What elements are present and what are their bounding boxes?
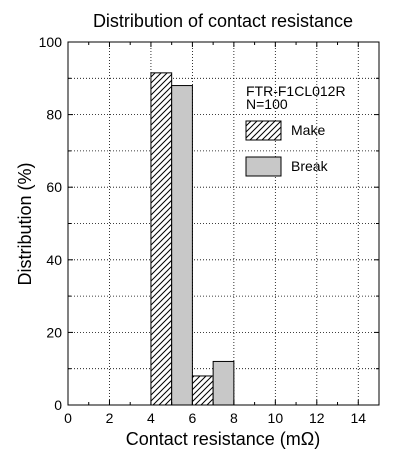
- y-tick-label: 100: [39, 34, 63, 50]
- x-tick-label: 14: [350, 410, 366, 426]
- bar-break: [212, 360, 235, 406]
- bars: [150, 72, 235, 406]
- bar-break: [171, 85, 193, 406]
- x-tick-label: 2: [106, 410, 114, 426]
- x-tick-label: 8: [230, 410, 238, 426]
- bar-make: [191, 375, 214, 406]
- plot-frame: [67, 41, 380, 406]
- y-tick-label: 40: [46, 252, 62, 268]
- x-tick-label: 0: [64, 410, 72, 426]
- y-axis-label: Distribution (%): [15, 162, 35, 285]
- legend: Make Break: [245, 120, 329, 177]
- x-tick-label: 12: [309, 410, 325, 426]
- legend-swatch-break: [245, 156, 282, 177]
- axis-ticks: 0 2 4 6 8 10 12 14 0 20 40 60 80 100: [39, 34, 379, 426]
- y-tick-label: 20: [46, 324, 62, 340]
- x-axis-label: Contact resistance (mΩ): [126, 429, 321, 449]
- x-tick-label: 6: [189, 410, 197, 426]
- annotation: FTR-F1CL012R N=100: [246, 83, 346, 112]
- legend-swatch-make: [245, 120, 282, 141]
- annotation-model: FTR-F1CL012R: [246, 83, 346, 99]
- legend-label-break: Break: [291, 158, 329, 174]
- x-tick-label: 10: [268, 410, 284, 426]
- annotation-sample-size: N=100: [246, 96, 288, 112]
- y-tick-label: 0: [54, 397, 62, 413]
- chart-title: Distribution of contact resistance: [93, 11, 353, 31]
- y-tick-label: 60: [46, 179, 62, 195]
- legend-label-make: Make: [291, 122, 325, 138]
- y-tick-label: 80: [46, 107, 62, 123]
- x-tick-label: 4: [147, 410, 155, 426]
- bar-make: [150, 72, 173, 406]
